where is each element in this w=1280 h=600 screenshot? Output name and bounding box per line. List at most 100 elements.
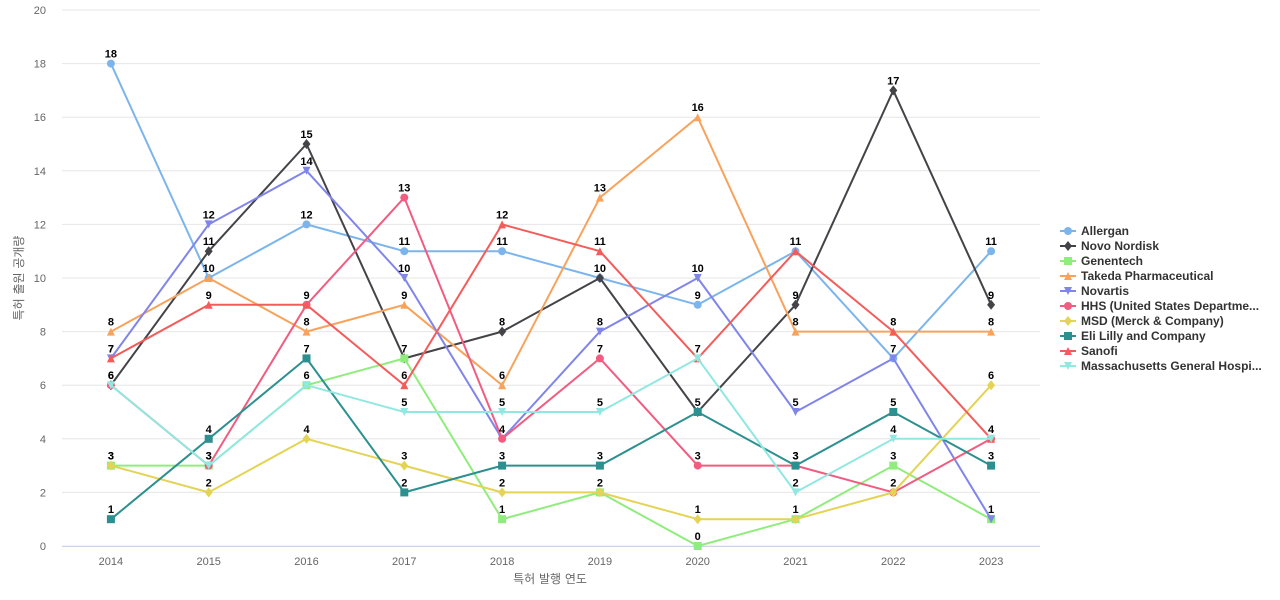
series-point[interactable] <box>693 514 702 525</box>
legend-item[interactable]: Genentech <box>1060 254 1143 268</box>
series-point[interactable] <box>204 300 213 309</box>
series-point[interactable] <box>889 327 898 336</box>
series-point[interactable] <box>106 460 115 471</box>
series-point[interactable] <box>595 193 604 202</box>
series-point[interactable] <box>791 488 800 497</box>
series-point[interactable] <box>204 246 213 257</box>
series-point[interactable] <box>791 299 800 310</box>
series-point[interactable] <box>302 139 311 149</box>
legend-marker[interactable] <box>1064 332 1072 340</box>
series-point[interactable] <box>595 327 604 336</box>
series-point[interactable] <box>106 354 115 363</box>
series-point[interactable] <box>204 487 213 498</box>
series-line[interactable] <box>109 223 993 440</box>
series-point[interactable] <box>889 408 898 416</box>
legend-item[interactable]: MSD (Merck & Company) <box>1060 314 1224 328</box>
series-point[interactable] <box>204 274 213 282</box>
series-point[interactable] <box>106 327 115 336</box>
legend-marker[interactable] <box>1064 362 1072 370</box>
series-line[interactable] <box>109 384 993 521</box>
legend-item[interactable]: Massachusetts General Hospi... <box>1060 359 1262 373</box>
series-point[interactable] <box>693 542 702 550</box>
series-point[interactable] <box>693 461 702 470</box>
series-point[interactable] <box>400 408 409 416</box>
series-line[interactable] <box>109 62 993 360</box>
series-point[interactable] <box>498 247 507 256</box>
legend-item[interactable]: Eli Lilly and Company <box>1060 329 1206 343</box>
series-point[interactable] <box>498 487 507 498</box>
series-point[interactable] <box>302 327 311 336</box>
series-point[interactable] <box>987 247 996 256</box>
series-point[interactable] <box>791 514 800 525</box>
series-line[interactable] <box>109 89 993 413</box>
series-point[interactable] <box>693 354 702 363</box>
series-point[interactable] <box>498 515 507 524</box>
series-point[interactable] <box>400 381 409 390</box>
legend-item[interactable]: Novartis <box>1060 284 1129 298</box>
series-point[interactable] <box>302 220 311 229</box>
series-point[interactable] <box>693 300 702 309</box>
series-point[interactable] <box>302 166 311 175</box>
series-point[interactable] <box>400 300 409 309</box>
series-point[interactable] <box>400 193 409 202</box>
series-point[interactable] <box>987 434 996 443</box>
legend-marker[interactable] <box>1064 316 1072 326</box>
series-point[interactable] <box>987 299 996 310</box>
series-point[interactable] <box>498 434 507 443</box>
legend-item[interactable]: Takeda Pharmaceutical <box>1060 269 1214 283</box>
series-point[interactable] <box>595 461 604 470</box>
legend-marker[interactable] <box>1064 241 1072 251</box>
legend-item[interactable]: Novo Nordisk <box>1060 239 1159 253</box>
series-line[interactable] <box>109 116 993 387</box>
legend-marker[interactable] <box>1064 347 1072 355</box>
series-point[interactable] <box>400 247 409 256</box>
series-point[interactable] <box>400 488 409 497</box>
legend-marker[interactable] <box>1064 287 1072 295</box>
series-point[interactable] <box>889 434 898 443</box>
series-point[interactable] <box>106 59 115 68</box>
series-point[interactable] <box>498 326 507 337</box>
series-line[interactable] <box>109 357 993 521</box>
series-point[interactable] <box>106 515 115 524</box>
series-point[interactable] <box>400 460 409 471</box>
legend-item[interactable]: HHS (United States Departme... <box>1060 299 1259 313</box>
series-point[interactable] <box>302 300 311 309</box>
series-point[interactable] <box>987 327 996 336</box>
series-point[interactable] <box>791 408 800 416</box>
series-point[interactable] <box>204 434 213 443</box>
series-point[interactable] <box>595 487 604 498</box>
series-point[interactable] <box>987 515 996 524</box>
legend-marker[interactable] <box>1064 227 1072 235</box>
series-line[interactable] <box>109 357 993 494</box>
series-point[interactable] <box>204 461 213 470</box>
series-point[interactable] <box>889 85 898 96</box>
series-point[interactable] <box>889 354 898 363</box>
series-point[interactable] <box>106 381 115 390</box>
series-point[interactable] <box>987 380 996 391</box>
legend-marker[interactable] <box>1064 302 1072 310</box>
series-line[interactable] <box>109 196 993 494</box>
legend-item[interactable]: Sanofi <box>1060 344 1118 358</box>
series-point[interactable] <box>791 327 800 336</box>
series-point[interactable] <box>889 487 898 498</box>
series-point[interactable] <box>693 408 702 416</box>
series-point[interactable] <box>595 408 604 416</box>
series-line[interactable] <box>109 169 993 521</box>
series-point[interactable] <box>595 273 604 283</box>
series-point[interactable] <box>302 433 311 444</box>
series-point[interactable] <box>302 381 311 390</box>
series-point[interactable] <box>987 461 996 470</box>
series-point[interactable] <box>595 354 604 363</box>
series-point[interactable] <box>791 461 800 470</box>
series-point[interactable] <box>693 113 702 122</box>
series-point[interactable] <box>693 274 702 282</box>
series-point[interactable] <box>498 220 507 229</box>
series-point[interactable] <box>498 461 507 470</box>
series-point[interactable] <box>498 408 507 416</box>
series-point[interactable] <box>889 461 898 470</box>
series-point[interactable] <box>498 381 507 390</box>
series-point[interactable] <box>204 220 213 229</box>
legend-item[interactable]: Allergan <box>1060 224 1129 238</box>
series-point[interactable] <box>302 354 311 363</box>
legend-marker[interactable] <box>1064 272 1072 280</box>
